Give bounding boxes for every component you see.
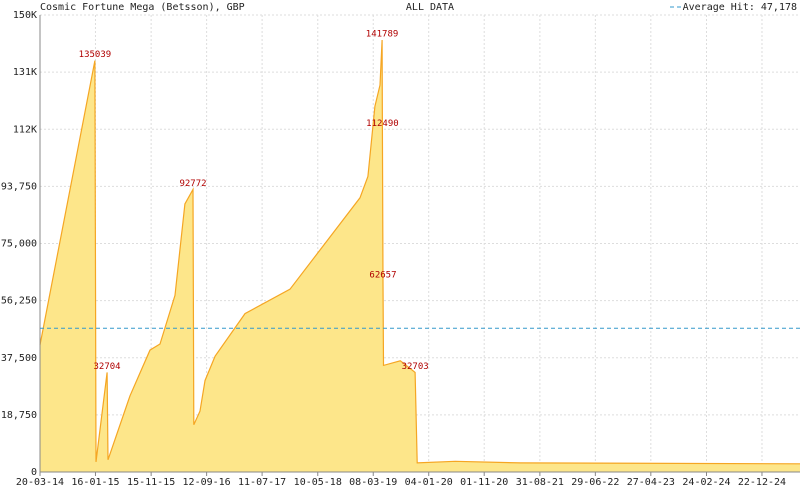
area xyxy=(40,40,800,472)
x-tick-label: 12-09-16 xyxy=(183,477,231,488)
line xyxy=(39,39,800,465)
y-tick-label: 150K xyxy=(13,10,37,21)
chart-subtitle: ALL DATA xyxy=(406,2,454,13)
x-tick-label: 27-04-23 xyxy=(627,477,675,488)
value-label: 32704 xyxy=(94,362,121,372)
x-tick-label: 29-06-22 xyxy=(571,477,619,488)
x-tick-label: 31-08-21 xyxy=(516,477,564,488)
value-label: 62657 xyxy=(369,271,396,281)
value-label: 32703 xyxy=(402,362,429,372)
x-tick-label: 01-11-20 xyxy=(460,477,508,488)
x-tick-label: 11-07-17 xyxy=(238,477,286,488)
legend-label: Average Hit: 47,178 xyxy=(683,2,797,13)
y-tick-label: 56,250 xyxy=(1,296,37,307)
x-tick-label: 24-02-24 xyxy=(682,477,730,488)
y-tick-label: 93,750 xyxy=(1,181,37,192)
y-tick-label: 18,750 xyxy=(1,410,37,421)
x-tick-label: 16-01-15 xyxy=(71,477,119,488)
value-label: 141789 xyxy=(366,30,399,40)
y-tick-label: 0 xyxy=(31,467,37,478)
y-tick-label: 37,500 xyxy=(1,353,37,364)
x-tick-label: 20-03-14 xyxy=(16,477,64,488)
y-tick-label: 75,000 xyxy=(1,239,37,250)
x-tick-label: 04-01-20 xyxy=(405,477,453,488)
x-tick-label: 15-11-15 xyxy=(127,477,175,488)
x-tick-label: 10-05-18 xyxy=(294,477,342,488)
x-tick-label: 22-12-24 xyxy=(738,477,786,488)
value-label: 135039 xyxy=(79,50,112,60)
x-tick-label: 08-03-19 xyxy=(349,477,397,488)
chart-title: Cosmic Fortune Mega (Betsson), GBP xyxy=(40,2,245,13)
y-tick-label: 112K xyxy=(13,124,37,135)
value-label: 112490 xyxy=(366,119,399,129)
value-label: 92772 xyxy=(179,179,206,189)
y-tick-label: 131K xyxy=(13,67,37,78)
